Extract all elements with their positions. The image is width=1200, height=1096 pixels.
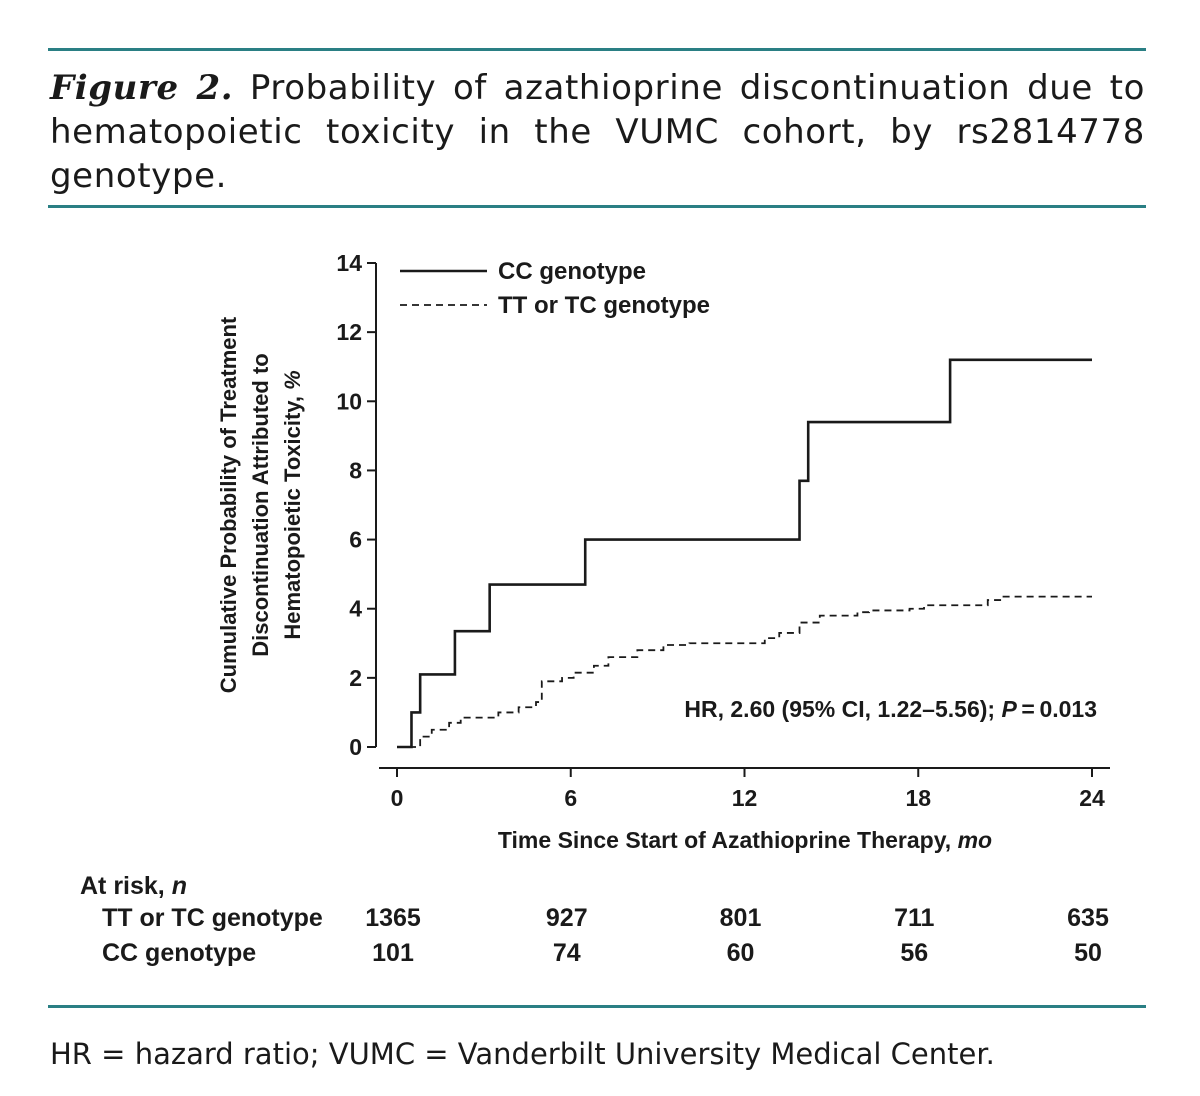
- footnote-rule: [48, 1005, 1146, 1008]
- figure-caption-text: Probability of azathioprine discontinuat…: [50, 68, 1145, 196]
- at-risk-value: 1365: [365, 904, 421, 932]
- y-tick-label: 12: [336, 319, 362, 345]
- series-layer: [397, 358, 1092, 749]
- figure-caption: Figure 2. Probability of azathioprine di…: [50, 66, 1145, 198]
- top-rule: [48, 48, 1146, 51]
- y-axis-label: Hematopoietic Toxicity, %: [280, 370, 305, 639]
- y-tick-label: 14: [336, 250, 362, 276]
- x-tick-label: 6: [564, 785, 577, 811]
- y-tick-label: 2: [349, 665, 362, 691]
- y-axis-label: Discontinuation Attributed to: [248, 353, 273, 656]
- tt-tc-genotype-line: [397, 595, 1092, 748]
- y-tick-label: 10: [336, 388, 362, 414]
- at-risk-value: 60: [727, 939, 755, 967]
- at-risk-title: At risk, n: [80, 872, 187, 900]
- at-risk-value: 56: [900, 939, 928, 967]
- at-risk-value: 74: [553, 939, 581, 967]
- footnote: HR = hazard ratio; VUMC = Vanderbilt Uni…: [50, 1037, 995, 1071]
- x-tick-label: 12: [732, 785, 758, 811]
- x-tick-label: 24: [1079, 785, 1105, 811]
- hazard-ratio-annotation: HR, 2.60 (95% CI, 1.22–5.56); P = 0.013: [684, 696, 1097, 722]
- x-axis-label: Time Since Start of Azathioprine Therapy…: [498, 827, 992, 853]
- labels-layer: CC genotype TT or TC genotype HR, 2.60 (95…: [216, 258, 1097, 853]
- x-tick-label: 0: [391, 785, 404, 811]
- at-risk-row-label: CC genotype: [102, 939, 256, 967]
- x-tick-label: 18: [905, 785, 931, 811]
- at-risk-table: At risk, n TT or TC genotype 1365 927 801 711…: [80, 872, 1109, 967]
- at-risk-value: 927: [546, 904, 588, 932]
- at-risk-value: 635: [1067, 904, 1109, 932]
- y-axis-label: Cumulative Probability of Treatment: [216, 316, 241, 693]
- y-tick-label: 4: [349, 596, 362, 622]
- at-risk-value: 711: [894, 904, 934, 932]
- at-risk-value: 801: [720, 904, 762, 932]
- cc-genotype-line: [397, 358, 1092, 749]
- y-tick-label: 6: [349, 527, 362, 553]
- figure-label: Figure 2.: [50, 68, 234, 108]
- at-risk-value: 101: [372, 939, 414, 967]
- y-tick-label: 0: [349, 734, 362, 760]
- at-risk-value: 50: [1074, 939, 1102, 967]
- legend-label: CC genotype: [498, 258, 646, 285]
- legend-label: TT or TC genotype: [498, 292, 710, 319]
- y-tick-label: 8: [349, 457, 362, 483]
- at-risk-row-label: TT or TC genotype: [102, 904, 323, 932]
- caption-rule: [48, 205, 1146, 208]
